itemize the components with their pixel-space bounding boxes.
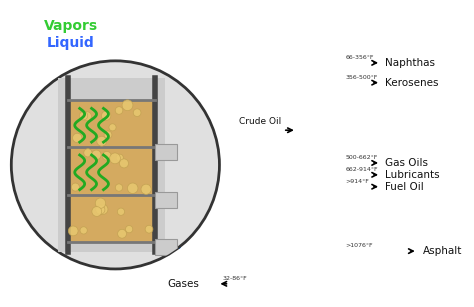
Circle shape <box>109 153 120 164</box>
Circle shape <box>122 100 133 111</box>
Circle shape <box>82 112 91 121</box>
FancyBboxPatch shape <box>58 78 165 252</box>
Circle shape <box>80 227 87 234</box>
Circle shape <box>96 205 105 214</box>
Circle shape <box>73 133 82 142</box>
Circle shape <box>126 226 133 233</box>
Text: Fuel Oil: Fuel Oil <box>385 182 424 192</box>
Text: Lubricants: Lubricants <box>385 170 439 180</box>
Text: Naphthas: Naphthas <box>385 58 435 68</box>
Bar <box>155 144 177 160</box>
Text: Vapors: Vapors <box>44 19 98 33</box>
Circle shape <box>115 107 123 114</box>
Circle shape <box>101 111 111 120</box>
Text: Kerosenes: Kerosenes <box>385 78 438 87</box>
Circle shape <box>91 150 101 160</box>
Text: 500-662°F: 500-662°F <box>346 155 378 160</box>
Text: 32-86°F: 32-86°F <box>222 276 247 281</box>
Circle shape <box>133 109 141 116</box>
Circle shape <box>79 111 88 120</box>
Circle shape <box>98 204 108 215</box>
Circle shape <box>119 159 128 168</box>
Circle shape <box>102 151 111 160</box>
Circle shape <box>11 61 219 269</box>
Ellipse shape <box>299 252 343 270</box>
Circle shape <box>128 183 138 193</box>
Circle shape <box>141 184 151 194</box>
FancyBboxPatch shape <box>300 216 342 282</box>
Text: >1076°F: >1076°F <box>346 243 373 248</box>
Text: Asphalt: Asphalt <box>423 246 462 256</box>
Bar <box>155 239 177 255</box>
Text: Gases: Gases <box>168 279 200 289</box>
Text: 66-356°F: 66-356°F <box>346 55 374 60</box>
Circle shape <box>118 208 125 215</box>
Text: 662-914°F: 662-914°F <box>346 167 378 172</box>
Circle shape <box>92 207 102 216</box>
Bar <box>155 192 177 208</box>
Circle shape <box>145 225 153 233</box>
Circle shape <box>116 154 123 161</box>
Circle shape <box>118 229 127 238</box>
Circle shape <box>84 149 92 157</box>
Text: Crude Oil: Crude Oil <box>239 117 282 126</box>
FancyBboxPatch shape <box>295 22 347 263</box>
Circle shape <box>95 198 106 208</box>
Bar <box>68 195 155 242</box>
Text: Liquid: Liquid <box>47 36 95 50</box>
Text: >914°F: >914°F <box>346 179 369 184</box>
Text: Gas Oils: Gas Oils <box>385 158 428 168</box>
FancyBboxPatch shape <box>298 21 344 156</box>
Circle shape <box>109 124 116 131</box>
Circle shape <box>104 131 112 139</box>
Circle shape <box>72 183 80 191</box>
Circle shape <box>115 184 123 191</box>
Circle shape <box>97 136 107 146</box>
Bar <box>68 100 155 147</box>
Text: 356-500°F: 356-500°F <box>346 75 378 80</box>
Circle shape <box>68 226 78 236</box>
Circle shape <box>289 163 353 226</box>
Ellipse shape <box>299 20 343 40</box>
Bar <box>68 147 155 195</box>
